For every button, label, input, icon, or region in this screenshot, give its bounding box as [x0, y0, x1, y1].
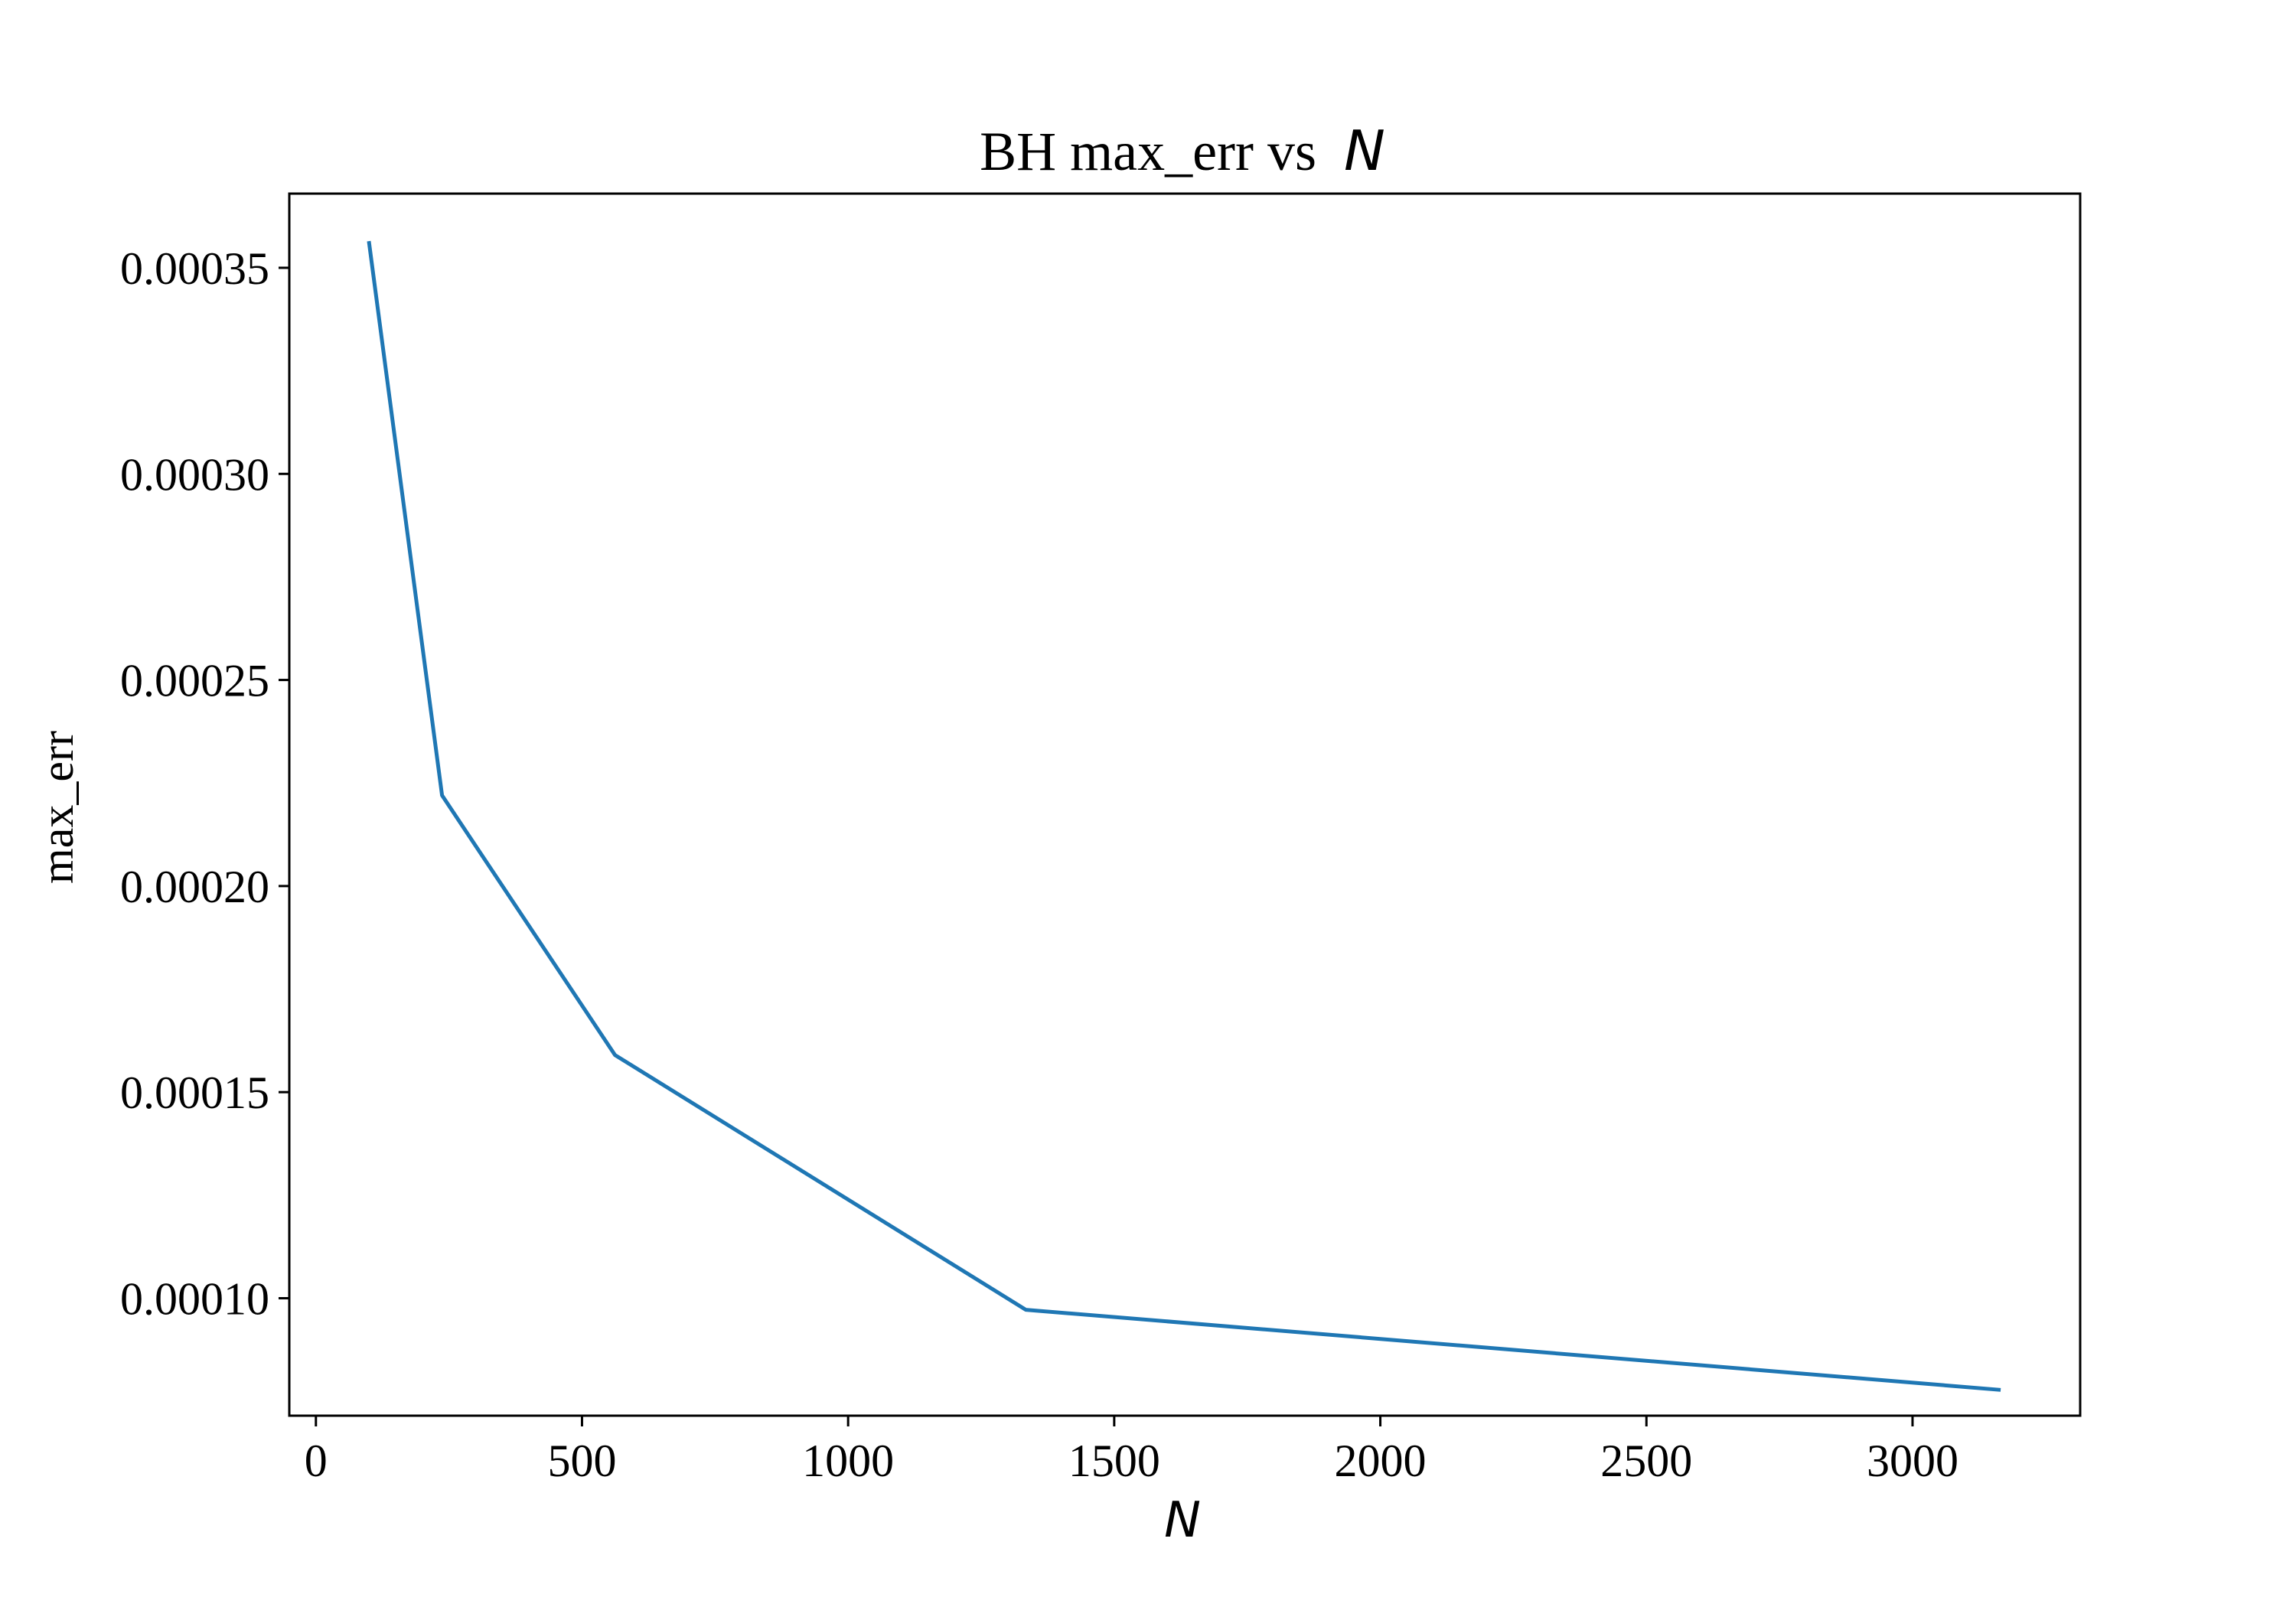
x-tick-label: 2000 [1335, 1436, 1427, 1486]
x-tick-label: 1000 [802, 1436, 894, 1486]
x-tick-label: 1500 [1068, 1436, 1160, 1486]
chart-title-math: N [1344, 119, 1385, 183]
x-axis-ticks: 0 500 1000 1500 2000 2500 3000 [305, 1416, 1958, 1486]
series-line-0 [367, 240, 2001, 1392]
line-layer [367, 240, 2001, 1392]
chart-title-text: BH max_err vs [980, 121, 1316, 182]
y-tick-label: 0.00010 [120, 1273, 269, 1324]
plot-area-border [288, 192, 2082, 1417]
plot-frame [288, 192, 2082, 1417]
y-tick-label: 0.00015 [120, 1068, 269, 1118]
x-tick-label: 2500 [1600, 1436, 1692, 1486]
x-tick-label: 0 [305, 1436, 328, 1486]
y-tick-label: 0.00020 [120, 862, 269, 912]
x-tick-label: 3000 [1867, 1436, 1958, 1486]
y-axis-label: max_err [32, 731, 83, 884]
chart-title: BH max_err vs N [980, 119, 1385, 183]
x-tick-label: 500 [547, 1436, 616, 1486]
y-tick-label: 0.00035 [120, 243, 269, 294]
x-axis-label: N [1164, 1492, 1201, 1549]
y-tick-label: 0.00030 [120, 449, 269, 500]
y-tick-label: 0.00025 [120, 656, 269, 706]
y-axis-ticks: 0.00010 0.00015 0.00020 0.00025 0.00030 0.000… [120, 243, 289, 1324]
